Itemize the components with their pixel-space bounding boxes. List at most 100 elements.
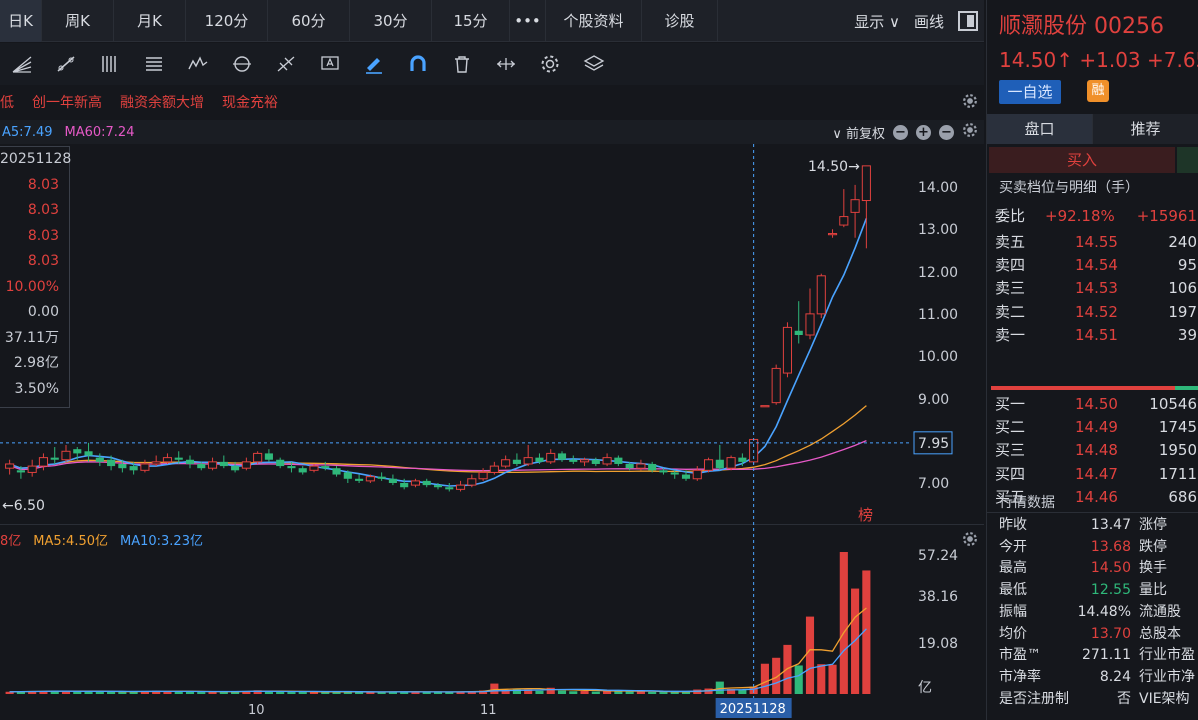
kline-chart[interactable]: 14.00 13.00 12.00 11.00 10.00 9.00 7.00 57.24 38…	[0, 144, 984, 720]
volume-bar	[185, 691, 195, 694]
signal-tag-1[interactable]: 创一年新高	[32, 95, 102, 111]
tab-recommend[interactable]: 推荐	[1093, 114, 1198, 144]
volume-bar	[28, 691, 37, 694]
asks-row[interactable]: 卖四 14.54 95	[987, 254, 1198, 277]
weibi-row: 委比 +92.18% +15961	[987, 205, 1198, 228]
sell-button-edge[interactable]	[1177, 147, 1198, 173]
fan-tool-icon[interactable]	[0, 43, 44, 85]
segment-tool-icon[interactable]	[44, 43, 88, 85]
zoom-out-icon[interactable]: −	[893, 124, 908, 140]
candle-body	[512, 459, 521, 464]
period-tab-5[interactable]: 30分	[350, 0, 432, 42]
asks-row[interactable]: 卖三 14.53 106	[987, 277, 1198, 300]
bids-label: 买三	[995, 441, 1026, 460]
period-tab-6[interactable]: 15分	[432, 0, 510, 42]
period-tab-0[interactable]: 日K	[0, 0, 42, 42]
period-tab-4[interactable]: 60分	[268, 0, 350, 42]
bids-row[interactable]: 买五 14.46 686	[987, 486, 1198, 509]
period-tab-1[interactable]: 周K	[42, 0, 114, 42]
panel-toggle-icon[interactable]	[958, 11, 978, 31]
period-tab-bar: 日K 周K 月K 120分 60分 30分 15分 ••• 个股资料 诊股 显示 ∨ 画线	[0, 0, 984, 42]
cursor-info-box: 20251128 8.03 8.03 8.03 8.03 10.00% 0.00 37.11万…	[0, 146, 71, 408]
volume-bar	[411, 692, 420, 694]
weibi-value: +15961	[1136, 207, 1197, 225]
signal-tag-2[interactable]: 融资余额大增	[120, 95, 204, 111]
pen-tool-icon[interactable]	[352, 43, 396, 85]
draw-lines-button[interactable]: 画线	[913, 12, 944, 31]
trash-icon[interactable]	[440, 43, 484, 85]
volume-axis-label: 亿	[918, 680, 932, 696]
volume-bar	[377, 692, 386, 694]
candle-body	[151, 461, 161, 465]
signal-settings-gear-icon[interactable]	[962, 93, 978, 113]
annotation-tool-icon[interactable]	[308, 43, 352, 85]
zoom-in-icon[interactable]: +	[916, 124, 931, 140]
period-tab-3[interactable]: 120分	[186, 0, 268, 42]
settings-gear-icon[interactable]	[528, 43, 572, 85]
add-favorite-button[interactable]: 一自选	[999, 80, 1061, 104]
volume-value: 8亿	[0, 533, 22, 549]
period-tab-9[interactable]: 诊股	[642, 0, 718, 42]
asks-volume: 39	[1177, 325, 1197, 344]
chart-settings-gear-icon[interactable]	[962, 122, 978, 142]
volume-bar	[264, 691, 273, 694]
signal-tag-3[interactable]: 现金充裕	[222, 95, 278, 111]
cycle-tool-icon[interactable]	[220, 43, 264, 85]
candle-body	[827, 233, 838, 236]
bids-row[interactable]: 买二 14.49 1745	[987, 416, 1198, 439]
date-cursor-label: 20251128	[720, 702, 786, 717]
layers-icon[interactable]	[572, 43, 616, 85]
candle-body	[557, 453, 567, 460]
volume-bar	[355, 692, 364, 694]
period-tab-7[interactable]: •••	[510, 0, 546, 42]
period-tab-2[interactable]: 月K	[114, 0, 186, 42]
price-axis-label: 7.00	[918, 476, 949, 492]
ma30-line	[9, 405, 867, 474]
quote-row: 振幅 14.48% 流通股	[987, 602, 1198, 624]
candle-body	[422, 480, 431, 486]
rank-badge: 榜	[858, 506, 873, 524]
bids-row[interactable]: 买三 14.48 1950	[987, 439, 1198, 462]
magnet-icon[interactable]	[396, 43, 440, 85]
volume-bar	[805, 616, 815, 694]
asks-row[interactable]: 卖二 14.52 197	[987, 301, 1198, 324]
fib-tool-icon[interactable]	[264, 43, 308, 85]
volume-settings-gear-icon[interactable]	[962, 531, 978, 551]
measure-tool-icon[interactable]	[484, 43, 528, 85]
volume-bar	[535, 690, 544, 694]
volume-ma10-line	[9, 628, 867, 693]
candle-body	[489, 465, 499, 473]
wave-tool-icon[interactable]	[176, 43, 220, 85]
asks-volume: 95	[1177, 256, 1197, 275]
asks-row[interactable]: 卖五 14.55 240	[987, 231, 1198, 254]
vertical-lines-icon[interactable]	[88, 43, 132, 85]
volume-bar	[287, 692, 296, 694]
bids-row[interactable]: 买一 14.50 10546	[987, 393, 1198, 416]
candle-body	[523, 457, 533, 465]
asks-label: 卖一	[995, 325, 1026, 344]
volume-bar	[828, 664, 837, 694]
candle-body	[681, 474, 691, 479]
display-dropdown[interactable]: 显示 ∨	[854, 12, 900, 31]
signal-tags: 低 创一年新高 融资余额大增 现金充裕	[0, 88, 984, 116]
volume-bar	[715, 681, 724, 694]
buy-button[interactable]: 买入	[989, 147, 1175, 173]
volume-axis-label: 57.24	[918, 548, 958, 564]
bids-label: 买一	[995, 395, 1026, 413]
quote-key-2: 行业市盈	[1139, 647, 1195, 664]
volume-bar	[422, 692, 431, 694]
asks-row[interactable]: 卖一 14.51 39	[987, 324, 1198, 347]
bids-volume: 686	[1168, 487, 1197, 506]
period-tab-8[interactable]: 个股资料	[546, 0, 642, 42]
stock-title: 顺灏股份 00256	[999, 14, 1164, 39]
adjust-dropdown[interactable]: ∨ 前复权	[832, 126, 885, 142]
bids-row[interactable]: 买四 14.47 1711	[987, 463, 1198, 486]
candle-body	[670, 472, 679, 475]
signal-tag-0[interactable]: 低	[0, 95, 14, 111]
candle-body	[839, 216, 849, 226]
quote-key: 振幅	[999, 603, 1027, 620]
collapse-icon[interactable]: −	[939, 124, 954, 140]
text-lines-icon[interactable]	[132, 43, 176, 85]
date-axis-nov: 11	[480, 703, 497, 718]
tab-pankou[interactable]: 盘口	[987, 114, 1093, 144]
